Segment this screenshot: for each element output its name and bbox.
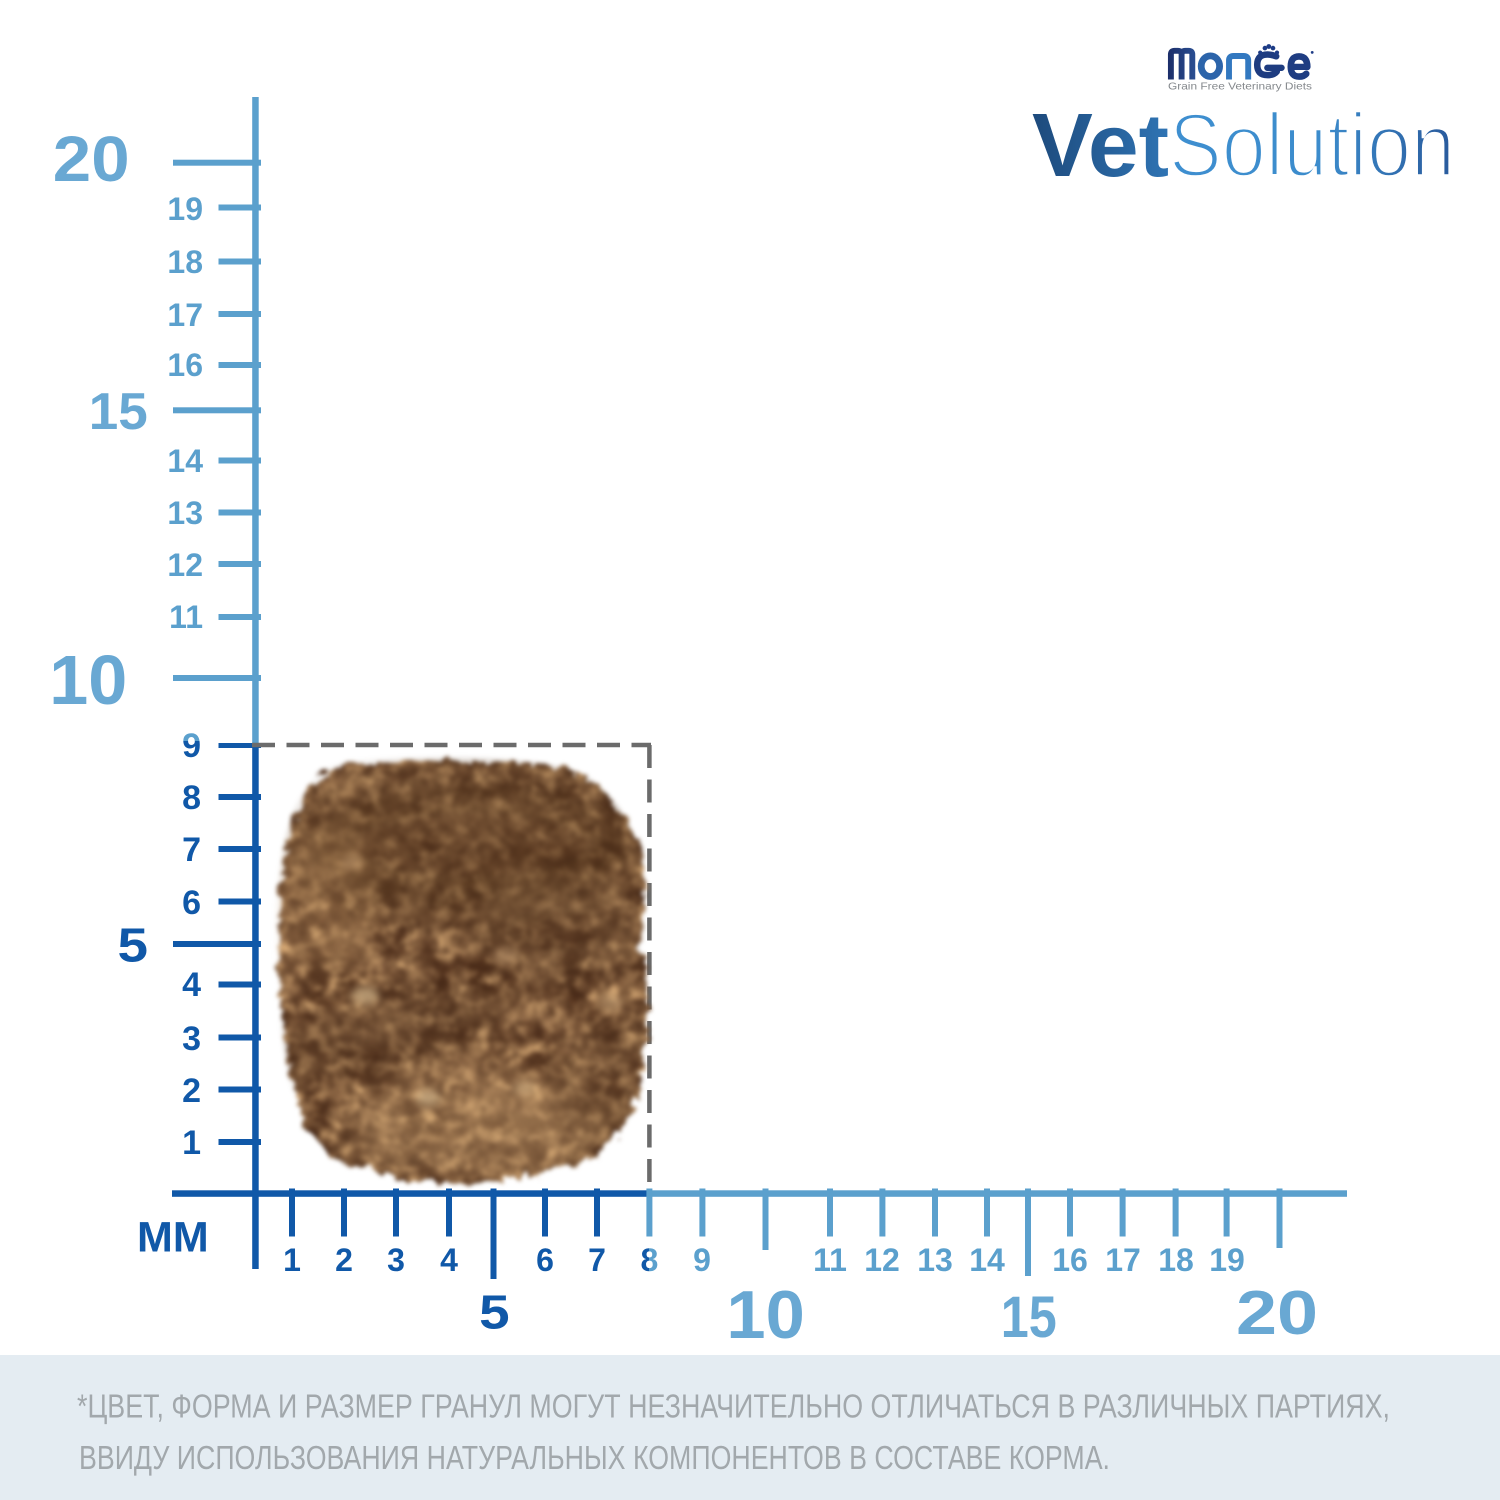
- svg-text:11: 11: [813, 1242, 847, 1278]
- svg-text:18: 18: [167, 244, 203, 280]
- svg-text:9: 9: [182, 727, 201, 765]
- svg-text:2: 2: [335, 1242, 353, 1278]
- svg-text:17: 17: [1105, 1242, 1141, 1278]
- svg-text:20: 20: [1236, 1279, 1318, 1348]
- svg-text:6: 6: [182, 884, 201, 922]
- svg-text:ВВИДУ ИСПОЛЬЗОВАНИЯ НАТУРАЛЬНЫ: ВВИДУ ИСПОЛЬЗОВАНИЯ НАТУРАЛЬНЫХ КОМПОНЕН…: [79, 1439, 1110, 1476]
- svg-text:Vet: Vet: [1032, 96, 1169, 196]
- svg-text:2: 2: [182, 1072, 201, 1110]
- svg-text:6: 6: [536, 1242, 554, 1278]
- svg-text:20: 20: [53, 123, 130, 195]
- svg-text:5: 5: [479, 1286, 510, 1339]
- svg-text:3: 3: [182, 1020, 201, 1058]
- svg-text:14: 14: [969, 1242, 1005, 1278]
- svg-text:8: 8: [182, 779, 201, 817]
- svg-text:17: 17: [167, 297, 203, 333]
- svg-text:5: 5: [118, 919, 149, 972]
- svg-text:8: 8: [641, 1242, 659, 1278]
- svg-text:4: 4: [440, 1242, 458, 1278]
- svg-text:14: 14: [167, 443, 203, 479]
- svg-text:19: 19: [1209, 1242, 1245, 1278]
- svg-text:4: 4: [182, 966, 201, 1004]
- svg-text:10: 10: [726, 1277, 804, 1353]
- svg-text:13: 13: [167, 495, 203, 531]
- svg-text:12: 12: [864, 1242, 900, 1278]
- svg-text:11: 11: [169, 599, 203, 635]
- svg-text:Grain Free Veterinary Diets: Grain Free Veterinary Diets: [1168, 81, 1312, 93]
- svg-text:18: 18: [1158, 1242, 1194, 1278]
- svg-text:16: 16: [167, 347, 203, 383]
- svg-text:7: 7: [182, 831, 201, 869]
- svg-text:10: 10: [49, 641, 127, 719]
- svg-text:13: 13: [917, 1242, 953, 1278]
- svg-text:16: 16: [1052, 1242, 1088, 1278]
- svg-text:9: 9: [693, 1242, 711, 1278]
- svg-text:19: 19: [167, 191, 203, 227]
- svg-text:12: 12: [167, 547, 203, 583]
- svg-text:15: 15: [89, 383, 148, 441]
- svg-text:*ЦВЕТ, ФОРМА И РАЗМЕР ГРАНУЛ М: *ЦВЕТ, ФОРМА И РАЗМЕР ГРАНУЛ МОГУТ НЕЗНА…: [77, 1388, 1390, 1425]
- svg-text:1: 1: [283, 1242, 301, 1278]
- svg-text:3: 3: [387, 1242, 405, 1278]
- svg-text:15: 15: [1001, 1285, 1057, 1350]
- svg-text:7: 7: [588, 1242, 606, 1278]
- svg-text:1: 1: [182, 1124, 201, 1162]
- svg-text:8: 8: [641, 1242, 659, 1278]
- svg-text:9: 9: [182, 727, 201, 765]
- svg-text:MM: MM: [137, 1214, 209, 1262]
- svg-text:Solution: Solution: [1169, 96, 1455, 196]
